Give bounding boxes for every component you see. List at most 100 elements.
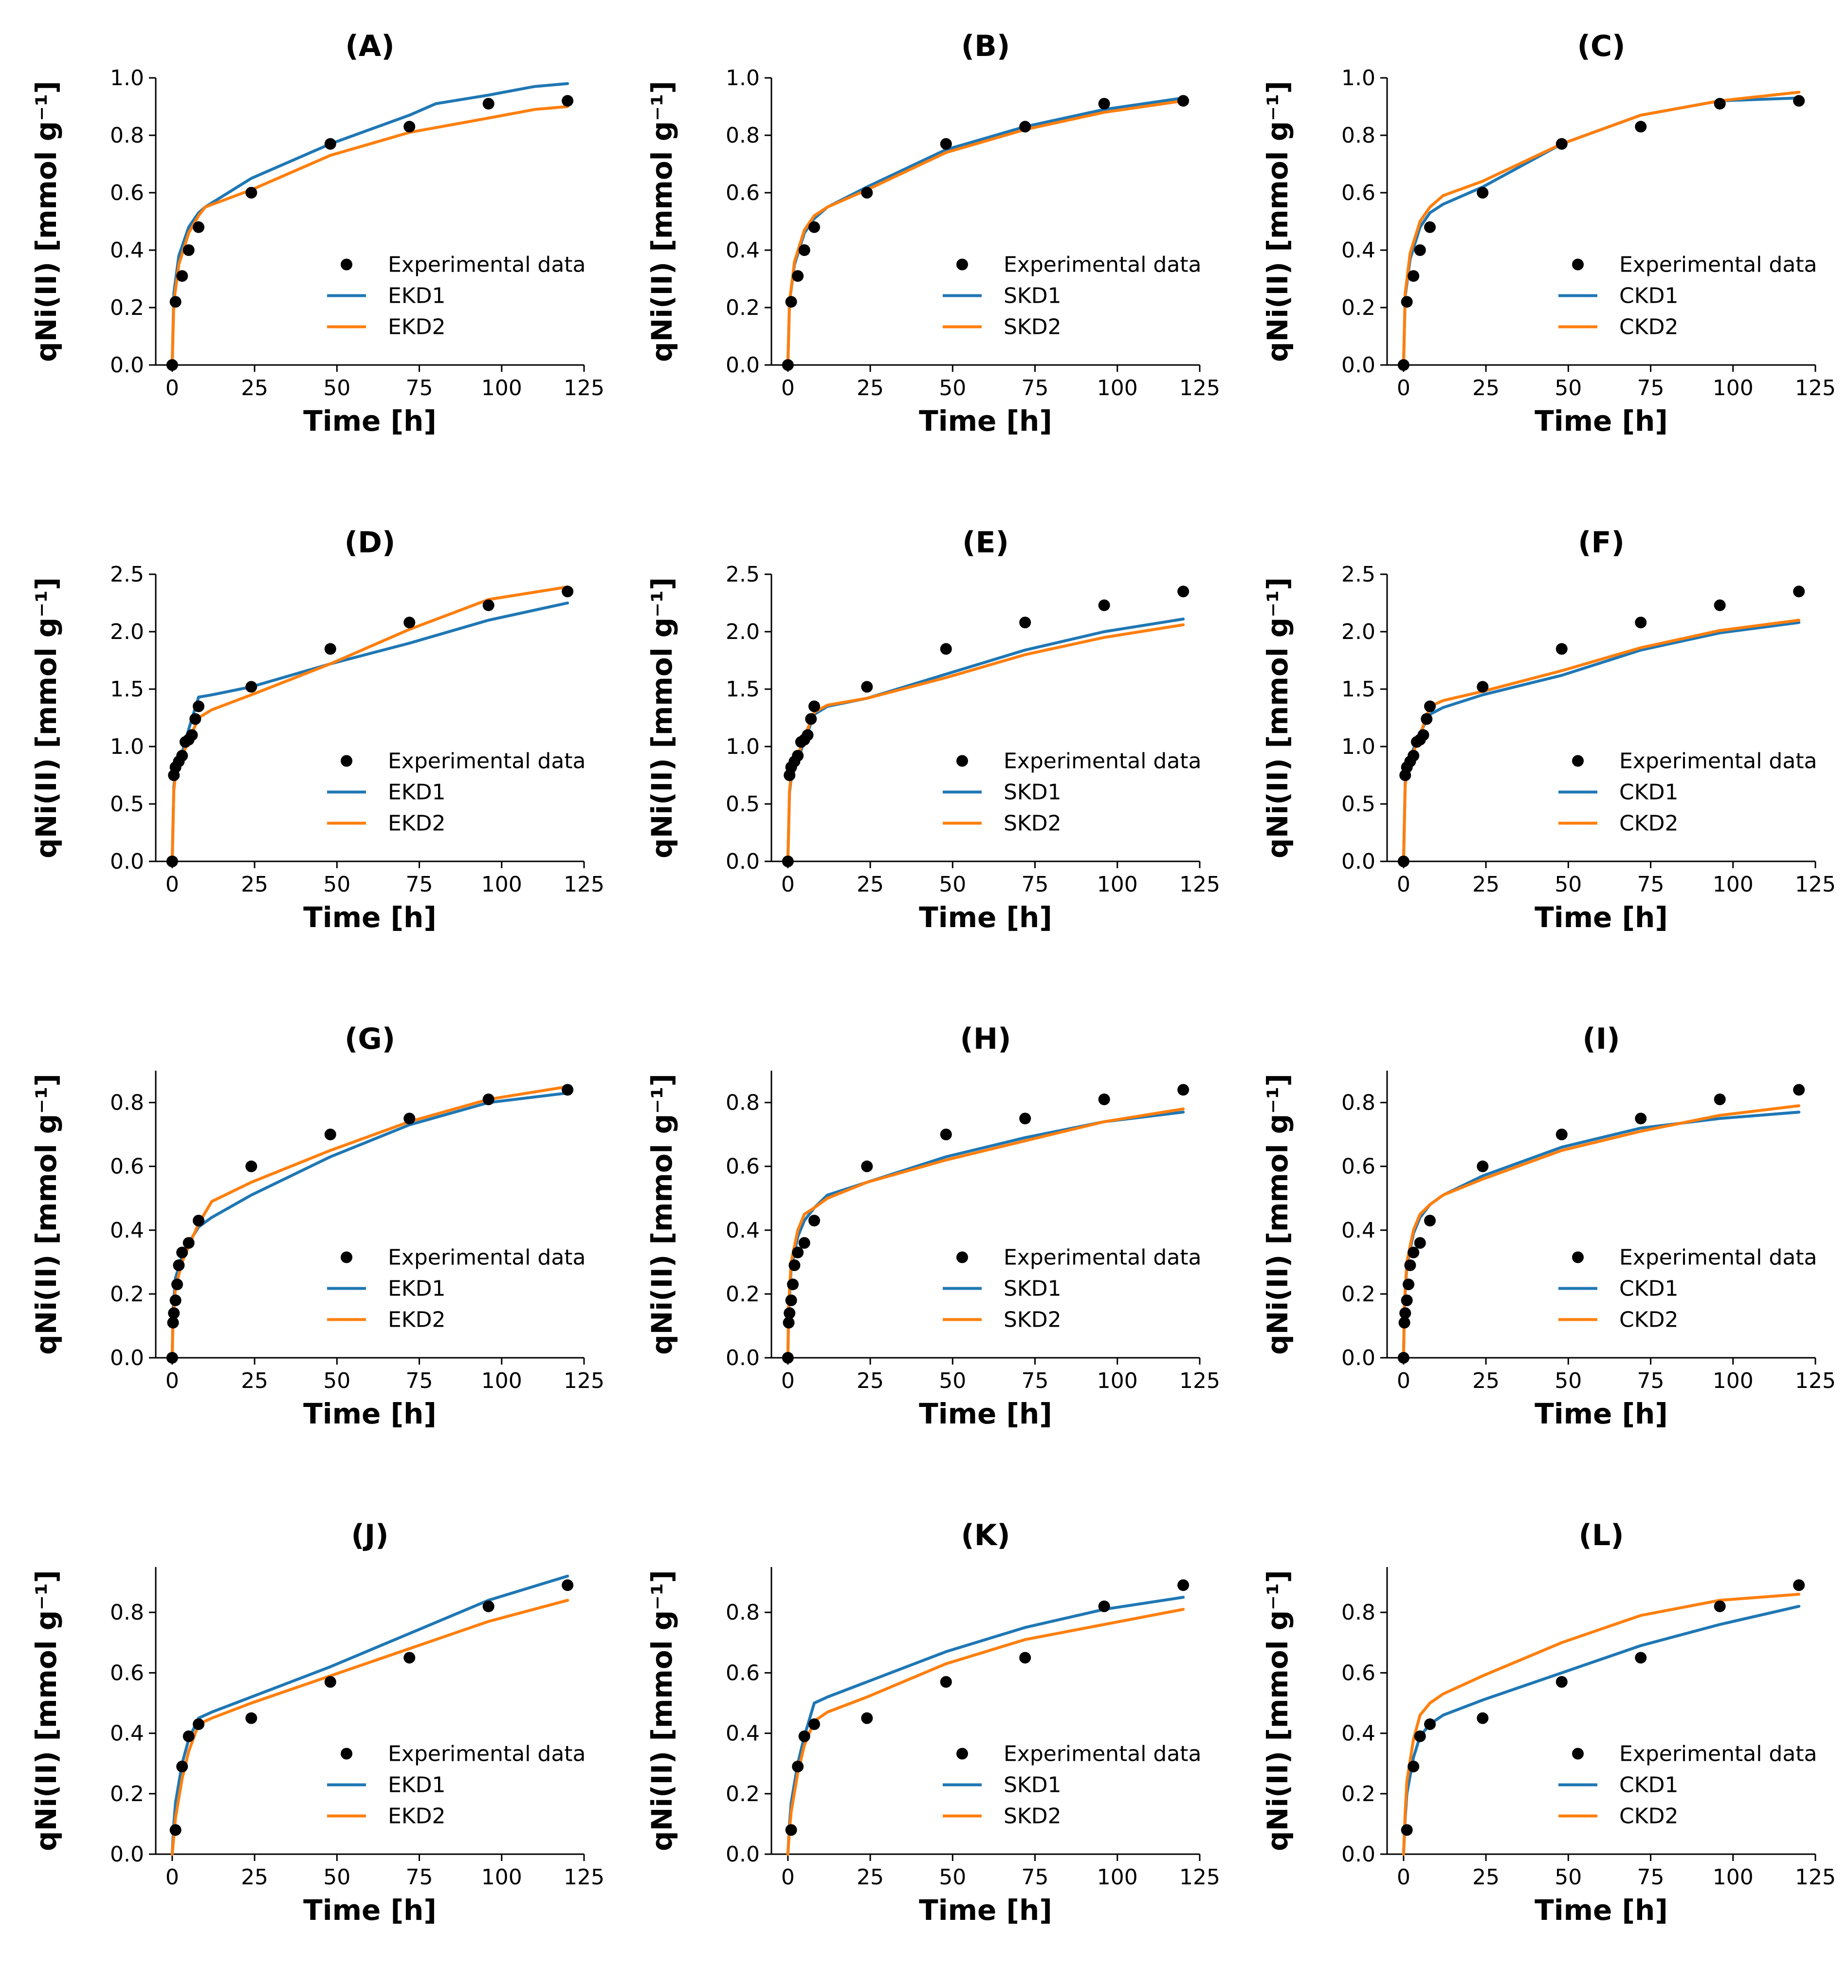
x-tick-label: 100: [1713, 376, 1754, 401]
chart-title: (J): [351, 1518, 388, 1552]
data-point: [1399, 1307, 1411, 1319]
chart-title: (L): [1578, 1518, 1624, 1552]
x-axis-label: Time [h]: [1535, 404, 1668, 438]
legend-label-skd1: SKD1: [1004, 284, 1061, 309]
y-tick-label: 0.4: [726, 238, 760, 263]
x-tick-label: 50: [939, 376, 966, 401]
chart-panel-c: (C) 0 25 50 75 100 125 0.0 0.2 0.4 0.6 0.8 1.0 Time […: [1231, 0, 1847, 496]
y-tick-label: 0.6: [1341, 1660, 1375, 1685]
x-tick-label: 125: [564, 376, 604, 401]
x-tick-label: 100: [1713, 872, 1754, 897]
data-point: [798, 1237, 810, 1249]
y-tick-label: 0.6: [726, 1154, 760, 1179]
legend-label-ckd1: CKD1: [1619, 284, 1678, 309]
x-tick-label: 100: [481, 1368, 522, 1393]
y-tick-label: 0.0: [726, 1842, 760, 1867]
x-tick-label: 75: [1022, 1368, 1049, 1393]
y-axis-label: qNi(II) [mmol g⁻¹]: [1261, 1074, 1294, 1355]
legend-label-ckd1: CKD1: [1619, 1277, 1678, 1301]
legend-marker-experimental: [341, 755, 352, 767]
series-line-ekd2: [170, 105, 569, 366]
data-point: [1401, 1295, 1413, 1306]
data-point: [183, 244, 195, 256]
series-line-ckd2: [1402, 91, 1801, 366]
x-tick-label: 75: [406, 1368, 433, 1393]
data-point: [1019, 121, 1031, 133]
x-tick-label: 125: [1179, 1368, 1220, 1393]
x-tick-label: 125: [1795, 1865, 1836, 1890]
x-tick-label: 25: [1472, 376, 1500, 401]
series-line-skd2: [786, 1607, 1185, 1856]
data-point: [167, 1316, 179, 1329]
x-tick-label: 25: [857, 376, 884, 401]
legend-label-experimental: Experimental data: [1004, 749, 1202, 774]
data-point: [802, 729, 814, 741]
x-tick-label: 50: [1555, 376, 1582, 401]
legend-label-ekd2: EKD2: [388, 1308, 446, 1332]
series-line-ekd1: [170, 602, 569, 863]
legend-label-skd1: SKD1: [1004, 780, 1061, 805]
y-tick-label: 1.5: [110, 677, 144, 702]
y-tick-label: 0.8: [726, 1091, 760, 1115]
data-point: [861, 1712, 873, 1724]
chart-panel-d: (D) 0 25 50 75 100 125 0.0 0.5 1.0 1.5 2.0 2.5 Time […: [0, 496, 616, 993]
legend-marker-experimental: [956, 258, 968, 271]
y-tick-label: 0.2: [726, 1782, 760, 1806]
y-tick-label: 0.5: [726, 792, 760, 817]
data-point: [562, 95, 574, 107]
x-tick-label: 25: [1472, 1368, 1500, 1393]
x-tick-label: 0: [1397, 376, 1410, 401]
y-tick-label: 0.8: [1341, 123, 1375, 148]
y-tick-label: 0.8: [726, 1600, 760, 1625]
data-point: [1177, 1084, 1189, 1096]
series-line-skd2: [786, 99, 1185, 366]
legend-marker-experimental: [1572, 258, 1584, 271]
chart-panel-f: (F) 0 25 50 75 100 125 0.0 0.5 1.0 1.5 2.0 2.5 Time […: [1231, 496, 1847, 993]
legend-label-ckd1: CKD1: [1619, 1773, 1678, 1798]
series-line-ckd2: [1402, 1104, 1801, 1359]
x-tick-label: 75: [406, 1865, 433, 1890]
data-point: [1714, 599, 1726, 611]
x-tick-label: 50: [939, 1368, 966, 1393]
legend-label-experimental: Experimental data: [1619, 1742, 1817, 1767]
series-line-ckd2: [1402, 1592, 1801, 1856]
series-line-ekd1: [170, 1091, 569, 1359]
data-point: [782, 1352, 794, 1364]
chart-svg-c: (C) 0 25 50 75 100 125 0.0 0.2 0.4 0.6 0.8 1.0 Time […: [1261, 29, 1836, 438]
x-axis-label: Time [h]: [303, 404, 437, 438]
data-point: [785, 1824, 797, 1836]
data-point: [1397, 856, 1409, 867]
data-point: [1635, 121, 1647, 133]
x-tick-label: 50: [939, 1865, 966, 1890]
chart-title: (D): [345, 526, 396, 560]
data-point: [1397, 359, 1409, 371]
x-tick-label: 125: [1179, 376, 1220, 401]
y-tick-label: 0.4: [726, 1721, 760, 1746]
x-tick-label: 50: [1555, 1865, 1582, 1890]
y-tick-label: 0.4: [110, 1721, 144, 1746]
legend-marker-experimental: [341, 1748, 352, 1760]
data-point: [482, 1600, 494, 1612]
legend-label-experimental: Experimental data: [388, 1245, 586, 1270]
chart-svg-b: (B) 0 25 50 75 100 125 0.0 0.2 0.4 0.6 0.8 1.0 Time […: [645, 29, 1220, 438]
y-tick-label: 1.0: [1341, 66, 1375, 91]
data-point: [1793, 95, 1805, 107]
x-tick-label: 50: [1555, 872, 1582, 897]
y-tick-label: 0.0: [110, 849, 144, 874]
chart-panel-b: (B) 0 25 50 75 100 125 0.0 0.2 0.4 0.6 0.8 1.0 Time […: [616, 0, 1231, 496]
data-point: [792, 749, 804, 762]
data-point: [189, 713, 201, 725]
series-line-skd1: [786, 618, 1185, 863]
data-point: [245, 1712, 257, 1724]
legend-label-ekd1: EKD1: [388, 780, 446, 805]
x-tick-label: 50: [323, 1368, 350, 1393]
data-point: [166, 856, 178, 867]
x-tick-label: 75: [1637, 376, 1665, 401]
x-tick-label: 25: [241, 1368, 268, 1393]
x-tick-label: 25: [241, 872, 268, 897]
data-point: [788, 1259, 801, 1271]
data-point: [324, 138, 336, 150]
y-tick-label: 0.0: [1341, 353, 1375, 378]
x-tick-label: 25: [857, 1865, 884, 1890]
